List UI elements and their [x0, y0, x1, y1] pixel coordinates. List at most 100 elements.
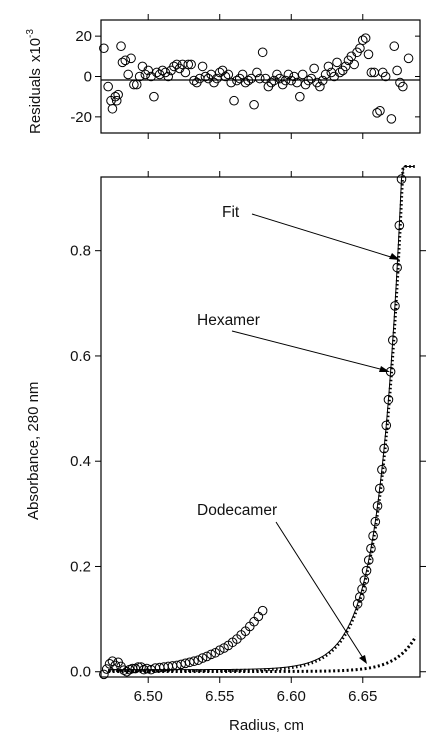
- residual-point: [123, 69, 133, 80]
- residual-point: [183, 59, 194, 70]
- absorbance-point: [352, 599, 363, 609]
- residual-point: [229, 95, 239, 106]
- residual-point: [349, 59, 359, 70]
- absorbance-point: [394, 220, 405, 231]
- absorbance-ylabel: Absorbance, 280 nm: [25, 382, 42, 520]
- absorbance-point: [214, 645, 225, 655]
- annotation-fit: Fit: [222, 204, 240, 221]
- absorbance-point: [377, 464, 387, 475]
- absorbance-point: [110, 660, 121, 671]
- absorbance-point: [390, 301, 400, 311]
- absorbance-point: [101, 664, 112, 674]
- residual-point: [107, 103, 118, 114]
- annotation-hexamer: Hexamer: [197, 312, 260, 329]
- residual-point: [223, 69, 234, 80]
- absorbance-point: [368, 531, 378, 541]
- residual-point: [180, 67, 191, 78]
- absorbance-ytick-label: 0.8: [70, 243, 91, 260]
- residual-point: [151, 67, 162, 78]
- residual-point: [226, 77, 236, 88]
- absorbance-ytick-label: 0.0: [70, 664, 91, 681]
- residual-point: [306, 73, 317, 84]
- residual-point: [163, 71, 174, 82]
- absorbance-point: [366, 543, 376, 554]
- absorbance-frame: [100, 176, 421, 678]
- residual-point: [103, 81, 113, 92]
- residual-point: [317, 75, 328, 86]
- residual-point: [269, 75, 279, 86]
- residuals-ytick-label: 20: [75, 28, 92, 45]
- residuals-ylabel: Residualsx10-3: [25, 29, 44, 134]
- absorbance-xlabel: Radius, cm: [229, 717, 304, 734]
- residual-point: [116, 41, 126, 52]
- absorbance-point: [372, 501, 383, 511]
- residual-point: [197, 61, 208, 72]
- residual-point: [392, 65, 402, 76]
- absorbance-point: [197, 653, 208, 663]
- residual-point: [363, 49, 374, 60]
- absorbance-point: [383, 394, 394, 405]
- residuals-ytick-label: -20: [70, 109, 92, 126]
- residuals-panel: -20 0 20 Residualsx10-3: [25, 14, 421, 139]
- hexamer-curve: [108, 164, 416, 673]
- absorbance-ytick-label: 0.2: [70, 558, 91, 575]
- residual-point: [113, 89, 123, 100]
- residual-point: [220, 71, 231, 82]
- residual-point: [380, 71, 391, 82]
- absorbance-point: [257, 605, 268, 616]
- absorbance-panel: 0.0 0.2 0.4 0.6 0.8 6.50 6.55 6.60 6.65 Fit Hexa…: [25, 164, 426, 734]
- residual-point: [99, 43, 109, 54]
- residual-point: [260, 73, 271, 84]
- residual-point: [398, 81, 408, 92]
- residual-point: [372, 108, 382, 118]
- annotation-dodecamer: Dodecamer: [197, 502, 277, 519]
- absorbance-point: [136, 662, 146, 672]
- absorbance-point: [361, 565, 372, 576]
- arrowhead-dodecamer: [359, 655, 367, 664]
- residual-point: [335, 67, 345, 78]
- residual-point: [297, 69, 308, 80]
- residual-point: [332, 57, 342, 68]
- absorbance-point: [381, 420, 392, 431]
- residual-point: [275, 73, 285, 84]
- residual-point: [366, 67, 377, 78]
- residual-point: [389, 41, 400, 52]
- residual-point: [266, 77, 277, 88]
- absorbance-point: [193, 655, 204, 665]
- residuals-points: [99, 33, 414, 124]
- arrow-hexamer: [231, 330, 385, 371]
- absorbance-point: [359, 575, 370, 585]
- absorbance-xtick-label: 6.50: [134, 688, 163, 705]
- residual-point: [186, 59, 196, 70]
- absorbance-point: [121, 666, 132, 677]
- arrowhead-fit: [389, 253, 400, 260]
- residual-point: [200, 71, 211, 82]
- residual-point: [110, 91, 121, 102]
- residual-point: [249, 99, 259, 110]
- fit-curve: [108, 165, 415, 671]
- arrow-fit: [251, 213, 395, 259]
- absorbance-ticks: 0.0 0.2 0.4 0.6 0.8 6.50 6.55 6.60 6.65: [70, 171, 426, 705]
- residual-point: [357, 35, 368, 45]
- residual-point: [189, 75, 199, 86]
- residual-point: [283, 69, 294, 80]
- absorbance-point: [370, 516, 381, 527]
- absorbance-point: [253, 611, 264, 622]
- residual-point: [403, 53, 414, 64]
- absorbance-point: [396, 174, 407, 184]
- residual-point: [254, 73, 265, 84]
- residual-point: [134, 71, 145, 82]
- absorbance-xtick-label: 6.65: [348, 688, 377, 705]
- residual-point: [111, 95, 122, 106]
- residual-point: [280, 75, 291, 86]
- arrow-dodecamer: [275, 521, 364, 659]
- residual-point: [309, 63, 319, 74]
- residual-point: [360, 33, 371, 43]
- residual-point: [243, 75, 254, 86]
- absorbance-point: [379, 443, 389, 454]
- absorbance-xtick-label: 6.60: [277, 688, 306, 705]
- arrowhead-hexamer: [379, 366, 390, 372]
- residual-point: [386, 114, 397, 124]
- absorbance-point: [392, 262, 402, 273]
